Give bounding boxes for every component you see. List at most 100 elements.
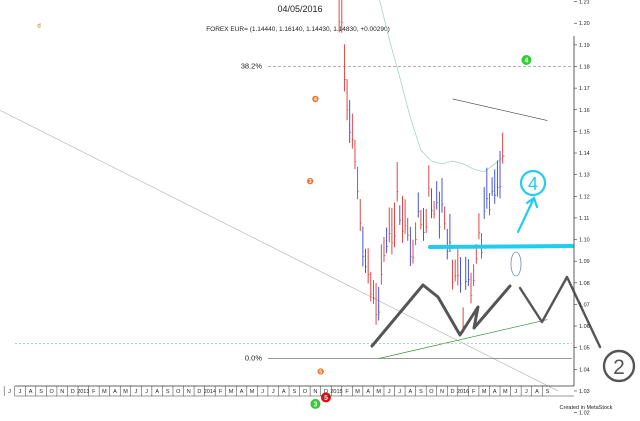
y-tick-label: 1.11 [579, 216, 589, 222]
green-wave-marker [521, 55, 532, 66]
x-tick-label: A [366, 389, 370, 395]
x-tick-label: A [493, 389, 497, 395]
x-tick-label: D [451, 389, 455, 395]
y-axis: 1.421.411.401.391.381.371.361.351.341.33… [573, 0, 590, 417]
y-tick-label: 1.07 [579, 302, 590, 308]
x-tick-label: 2014 [204, 389, 216, 395]
x-tick-label: J [272, 389, 275, 395]
highlight-ellipse [510, 251, 522, 277]
x-tick-label: 2013 [77, 389, 89, 395]
y-tick-label: 1.15 [579, 129, 590, 135]
x-tick-label: M [355, 389, 360, 395]
x-tick-label: J [398, 389, 401, 395]
x-tick-label: A [282, 389, 286, 395]
date-label: 04/05/2016 [277, 4, 322, 14]
y-tick-label: 1.12 [579, 194, 590, 200]
y-tick-label: 1.06 [579, 324, 590, 330]
x-tick-label: S [419, 389, 423, 395]
orange-wave-marker [312, 95, 319, 103]
x-tick-label: A [409, 389, 413, 395]
cyan-circle [519, 169, 547, 197]
x-tick-label: A [29, 389, 33, 395]
x-tick-label: A [113, 389, 117, 395]
orange-wave-label: 4 [314, 97, 317, 103]
y-tick-label: 1.03 [579, 389, 590, 395]
gray-wave-path [370, 283, 512, 348]
x-tick-label: O [50, 389, 55, 395]
x-tick-label: M [229, 389, 234, 395]
red-wave-marker [320, 392, 331, 403]
x-tick-label: O [429, 389, 434, 395]
x-tick-label: J [135, 389, 138, 395]
gray-projection-path [518, 275, 602, 349]
trendline-wedge-bottom [378, 319, 548, 359]
trendline-wedge-top [452, 98, 548, 121]
x-tick-label: F [472, 389, 476, 395]
moving-average-layer [379, 0, 506, 173]
footer-credit: Created in MetaStock [560, 405, 613, 411]
x-tick-label: J [525, 389, 528, 395]
x-tick-label: M [250, 389, 255, 395]
x-tick-label: J [261, 389, 264, 395]
x-tick-label: M [376, 389, 381, 395]
x-tick-label: N [313, 389, 317, 395]
fib-label: 0.0% [245, 354, 262, 363]
y-tick-label: 1.18 [579, 64, 590, 70]
trendlines-layer [0, 98, 559, 392]
fib-label: 38.2% [241, 61, 263, 70]
y-tick-label: 1.14 [579, 151, 590, 157]
y-tick-label: 1.05 [579, 346, 590, 352]
x-tick-label: J [145, 389, 148, 395]
x-tick-label: D [324, 389, 328, 395]
x-tick-label: J [514, 389, 517, 395]
x-tick-label: S [39, 389, 43, 395]
x-tick-label: S [292, 389, 296, 395]
y-tick-label: 1.19 [579, 43, 590, 49]
x-tick-label: J [388, 389, 391, 395]
red-wave-label: 5 [324, 395, 328, 402]
y-tick-label: 1.10 [579, 238, 590, 244]
x-tick-label: J [8, 389, 11, 395]
x-tick-label: A [535, 389, 539, 395]
y-tick-label: 1.16 [579, 108, 590, 114]
annotation-layer: 4 2 d [37, 24, 636, 383]
x-tick-label: D [197, 389, 201, 395]
y-tick-label: 1.08 [579, 281, 590, 287]
x-tick-label: J [19, 389, 22, 395]
x-tick-label: O [176, 389, 181, 395]
wave-markers-layer: 12345123412345 [306, 55, 532, 409]
x-tick-label: M [503, 389, 508, 395]
y-tick-label: 1.04 [579, 367, 590, 373]
x-tick-label: M [123, 389, 128, 395]
x-tick-label: N [187, 389, 191, 395]
small-annotation-label: d [37, 24, 40, 30]
y-tick-label: 1.17 [579, 86, 590, 92]
x-tick-label: F [92, 389, 96, 395]
x-tick-label: 2015 [330, 389, 342, 395]
orange-wave-label: 5 [319, 369, 322, 375]
trendline-lower-channel [0, 109, 559, 392]
moving-average-line [379, 0, 506, 173]
orange-wave-marker [317, 368, 324, 375]
x-axis: J J A S O N D 2013 F M A M J J A S O N D 2014 F M A M J J A S O N D 201… [3, 385, 574, 397]
x-tick-label: O [303, 389, 308, 395]
y-tick-label: 1.13 [579, 173, 590, 179]
x-tick-label: N [60, 389, 64, 395]
y-tick-label: 1.21 [579, 0, 590, 6]
green-wave-marker [310, 398, 321, 409]
y-tick-label: 1.09 [579, 259, 590, 265]
chart-header: FOREX EUR= (1.14440, 1.16140, 1.14430, 1… [206, 26, 390, 33]
x-tick-label: S [166, 389, 170, 395]
x-tick-label: 2016 [457, 389, 469, 395]
cyan-annotation-label: 4 [528, 174, 538, 194]
cyan-resistance-line [428, 244, 574, 249]
green-wave-label: 3 [313, 402, 317, 409]
x-tick-label: M [102, 389, 107, 395]
y-tick-label: 1.20 [579, 21, 590, 27]
x-tick-label: A [240, 389, 244, 395]
orange-wave-label: 3 [309, 179, 312, 185]
price-bars-layer [338, 0, 504, 334]
gray-annotation-label: 2 [613, 356, 625, 379]
orange-wave-marker [306, 177, 314, 185]
